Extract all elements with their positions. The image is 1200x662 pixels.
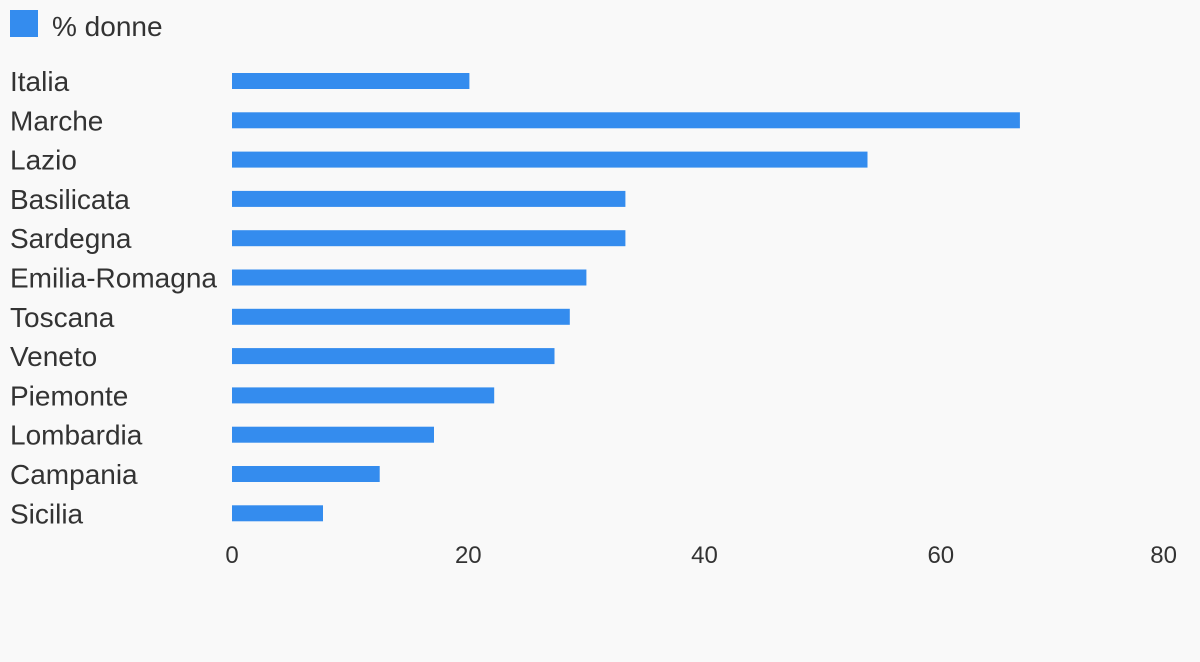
category-label: Emilia-Romagna [10, 263, 217, 294]
category-label: Lombardia [10, 420, 143, 451]
category-labels: Italia Marche Lazio Basilicata Sardegna Emili… [10, 66, 217, 529]
bar-lazio [232, 151, 868, 168]
bars [232, 73, 1020, 522]
legend: % donne [10, 10, 163, 42]
category-label: Sicilia [10, 498, 84, 529]
x-tick-label: 0 [225, 542, 238, 569]
bar-sardegna [232, 230, 626, 247]
category-label: Toscana [10, 302, 115, 333]
category-label: Piemonte [10, 380, 128, 411]
bar-toscana [232, 308, 570, 325]
x-tick-label: 40 [691, 542, 718, 569]
x-axis-ticks: 0 20 40 60 80 [225, 542, 1177, 569]
category-label: Sardegna [10, 223, 132, 254]
bar-piemonte [232, 387, 495, 404]
category-label: Marche [10, 105, 103, 136]
category-label: Lazio [10, 145, 77, 176]
legend-swatch [10, 10, 38, 37]
bar-basilicata [232, 190, 626, 207]
legend-label: % donne [52, 11, 163, 42]
bar-italia [232, 73, 470, 89]
bar-marche [232, 112, 1020, 129]
category-label: Campania [10, 459, 138, 490]
x-tick-label: 80 [1150, 542, 1177, 569]
category-label: Italia [10, 66, 70, 97]
bar-emilia-romagna [232, 269, 587, 286]
x-tick-label: 20 [455, 542, 482, 569]
bar-sicilia [232, 505, 323, 522]
bar-veneto [232, 348, 555, 365]
bar-lombardia [232, 426, 434, 443]
category-label: Basilicata [10, 184, 130, 215]
bar-campania [232, 466, 380, 482]
category-label: Veneto [10, 341, 97, 372]
x-tick-label: 60 [927, 542, 954, 569]
